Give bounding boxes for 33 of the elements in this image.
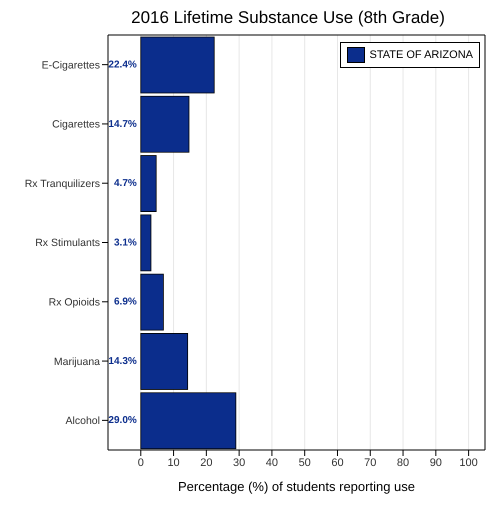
x-tick-label: 20 xyxy=(200,456,212,469)
data-label: 4.7% xyxy=(114,178,137,190)
bar xyxy=(140,214,152,272)
y-tick-label: Marijuana xyxy=(54,356,100,368)
bar xyxy=(140,274,164,331)
x-tick-label: 60 xyxy=(331,456,344,469)
data-label: 22.4% xyxy=(108,60,137,70)
x-tick-label: 80 xyxy=(396,456,410,469)
x-axis-title: Percentage (%) of students reporting use xyxy=(178,479,416,494)
data-label: 6.9% xyxy=(114,296,137,308)
x-tick-label: 70 xyxy=(364,456,376,469)
y-tick-label: Rx Opioids xyxy=(48,296,100,309)
chart-title: 2016 Lifetime Substance Use (8th Grade) xyxy=(130,8,446,28)
y-tick-label: Cigarettes xyxy=(52,118,100,131)
x-tick-label: 100 xyxy=(459,456,478,469)
bar xyxy=(140,96,190,153)
x-tick-label: 10 xyxy=(167,456,180,469)
x-tick-label: 90 xyxy=(430,456,442,469)
data-label: 14.7% xyxy=(108,118,137,130)
y-tick-label: E-Cigarettes xyxy=(42,59,100,72)
bar xyxy=(140,155,157,212)
bar xyxy=(140,333,188,390)
x-tick-label: 40 xyxy=(266,456,278,469)
y-tick-label: Alcohol xyxy=(66,415,100,428)
x-tick-label: 0 xyxy=(138,456,144,469)
legend-label: STATE OF ARIZONA xyxy=(370,49,473,61)
x-tick-label: 50 xyxy=(298,456,311,469)
y-tick-label: Rx Tranquilizers xyxy=(24,178,100,190)
data-label: 3.1% xyxy=(114,237,137,248)
data-label: 29.0% xyxy=(108,415,137,426)
y-tick-label: Rx Stimulants xyxy=(35,237,100,250)
x-tick-label: 30 xyxy=(233,456,246,469)
data-label: 14.3% xyxy=(108,356,137,367)
